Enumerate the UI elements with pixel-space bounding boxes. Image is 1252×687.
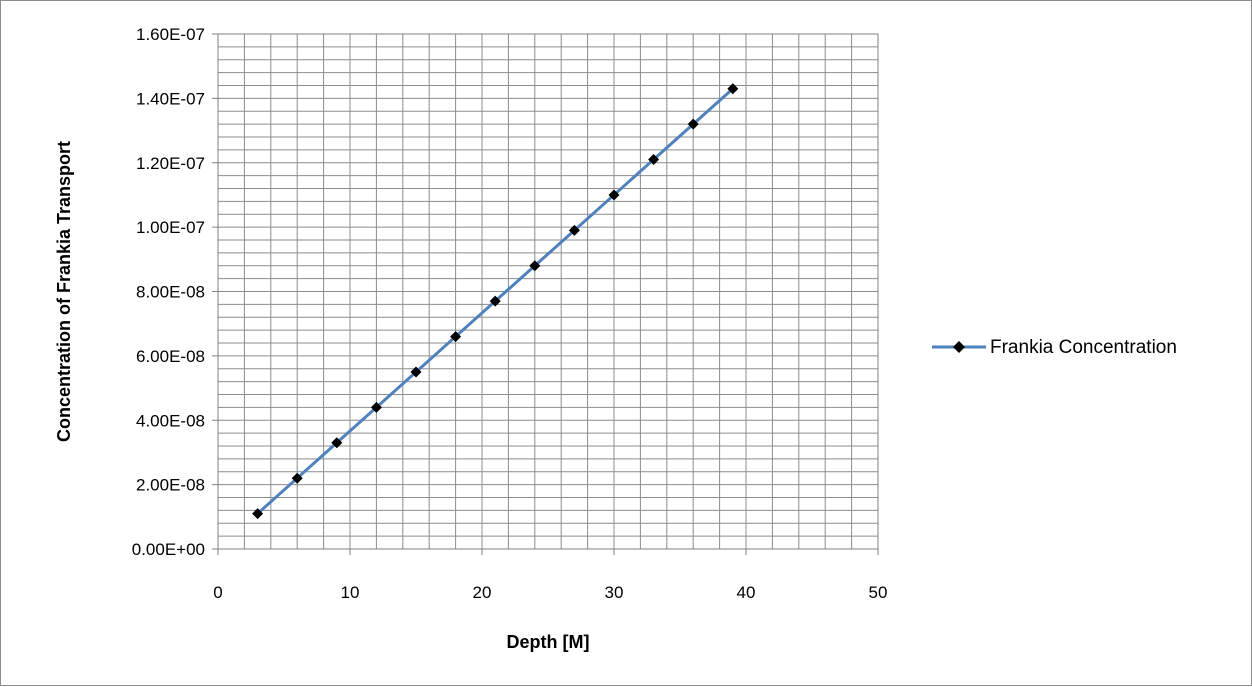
y-tick-label: 1.40E-07 [136,89,205,108]
y-tick-label: 1.60E-07 [136,25,205,44]
legend-marker-diamond [953,341,965,353]
data-point-marker [529,260,541,272]
data-point-marker [608,189,620,201]
y-axis-title: Concentration of Frankia Transport [54,141,74,442]
x-axis-tick-labels: 0 10 20 30 40 50 [213,583,887,602]
data-point-marker [727,83,739,95]
x-tick-label: 40 [737,583,756,602]
data-point-marker [568,224,580,236]
y-tick-label: 4.00E-08 [136,411,205,430]
data-point-marker [410,366,422,378]
x-tick-label: 30 [605,583,624,602]
x-axis-title: Depth [M] [507,632,590,652]
y-tick-label: 2.00E-08 [136,476,205,495]
data-point-marker [370,401,382,413]
x-tick-label: 10 [341,583,360,602]
data-point-marker [489,295,501,307]
legend: Frankia Concentration [932,337,1177,358]
y-tick-label: 0.00E+00 [132,540,205,559]
data-point-marker [648,154,660,166]
data-point-marker [252,508,264,520]
y-axis-tick-labels: 0.00E+00 2.00E-08 4.00E-08 6.00E-08 8.00E-08… [132,25,205,559]
axes [212,33,879,555]
y-tick-label: 8.00E-08 [136,283,205,302]
x-tick-label: 50 [869,583,888,602]
data-point-marker [687,118,699,130]
data-point-marker [450,331,462,343]
data-point-marker [291,472,303,484]
y-tick-label: 6.00E-08 [136,347,205,366]
y-tick-label: 1.00E-07 [136,218,205,237]
data-point-marker [331,437,343,449]
series-layer [252,83,739,520]
legend-label: Frankia Concentration [990,337,1177,358]
x-tick-label: 20 [473,583,492,602]
y-tick-label: 1.20E-07 [136,154,205,173]
x-tick-label: 0 [213,583,222,602]
grid [218,34,878,549]
